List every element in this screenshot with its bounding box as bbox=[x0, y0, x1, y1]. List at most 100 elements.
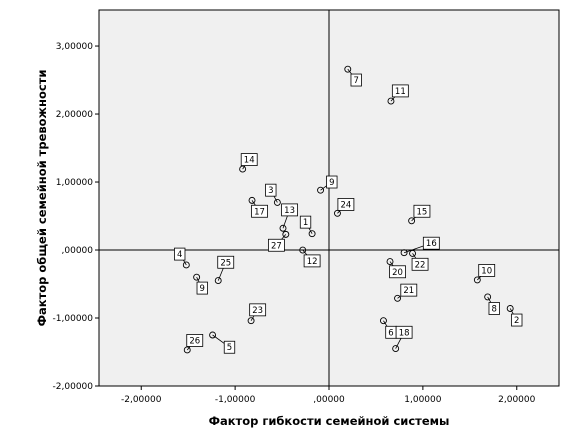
data-point-group: 13 bbox=[279, 203, 298, 232]
point-label: 18 bbox=[399, 328, 410, 338]
data-point-marker bbox=[506, 305, 514, 312]
point-label: 16 bbox=[426, 239, 437, 249]
point-label-box bbox=[268, 238, 285, 252]
point-leader-line bbox=[477, 276, 482, 281]
point-label-box bbox=[395, 325, 413, 339]
data-point-marker bbox=[484, 293, 492, 301]
data-point-group: 2 bbox=[506, 305, 523, 327]
data-point-marker bbox=[247, 317, 255, 325]
point-label: 26 bbox=[189, 336, 200, 346]
point-label: 27 bbox=[271, 241, 282, 251]
data-point-group: 9 bbox=[317, 175, 338, 194]
data-point-marker bbox=[473, 276, 481, 284]
data-point-group: 5 bbox=[209, 331, 236, 354]
data-point-marker bbox=[248, 196, 256, 204]
data-point-group: 7 bbox=[344, 65, 362, 87]
point-leader-line bbox=[212, 334, 225, 344]
point-label-box bbox=[303, 254, 321, 268]
point-leader-line bbox=[217, 268, 224, 281]
data-point-marker bbox=[239, 165, 247, 173]
point-label-box bbox=[391, 84, 409, 98]
data-point-marker bbox=[400, 249, 408, 257]
data-point-group: 4 bbox=[174, 247, 190, 269]
data-point-marker bbox=[308, 230, 316, 238]
point-leader-line bbox=[395, 338, 402, 349]
point-leader-line bbox=[273, 195, 278, 203]
data-point-group: 24 bbox=[333, 198, 355, 217]
point-label: 2 bbox=[514, 316, 519, 326]
point-label-box bbox=[223, 340, 236, 354]
point-label-box bbox=[350, 73, 362, 87]
data-point-marker bbox=[182, 261, 190, 269]
point-label: 6 bbox=[388, 328, 393, 338]
point-label-box bbox=[174, 247, 186, 261]
point-label: 1 bbox=[303, 218, 308, 228]
point-leader-line bbox=[320, 185, 327, 191]
point-leader-line bbox=[282, 215, 288, 229]
data-point-group: 1 bbox=[299, 215, 316, 238]
point-label: 5 bbox=[227, 343, 232, 353]
data-point-marker bbox=[183, 346, 191, 354]
data-point-group: 27 bbox=[268, 230, 290, 252]
point-label-box bbox=[413, 204, 431, 218]
point-label: 21 bbox=[403, 286, 414, 296]
y-tick-label: -1,00000 bbox=[53, 314, 94, 324]
data-point-group: 9 bbox=[193, 273, 208, 295]
y-tick-label: 2,00000 bbox=[56, 110, 93, 120]
data-point-group: 11 bbox=[387, 84, 409, 105]
point-label-box bbox=[240, 153, 258, 166]
data-point-marker bbox=[379, 317, 387, 325]
data-point-group: 22 bbox=[409, 249, 429, 271]
point-label: 15 bbox=[417, 207, 428, 217]
x-axis-ticks: -2,00000 -1,00000 ,00000 1,00000 2,00000 bbox=[121, 386, 536, 405]
data-point-marker bbox=[209, 331, 217, 339]
data-points: 1234567899101112131415161718202122232425… bbox=[174, 65, 523, 354]
data-point-group: 23 bbox=[247, 303, 267, 325]
data-point-group: 17 bbox=[248, 196, 268, 218]
data-point-group: 3 bbox=[265, 183, 281, 206]
data-point-group: 10 bbox=[473, 264, 496, 284]
data-point-marker bbox=[282, 230, 290, 238]
point-label: 25 bbox=[220, 258, 231, 268]
data-point-group: 21 bbox=[394, 283, 418, 302]
point-label: 22 bbox=[415, 260, 426, 270]
data-point-group: 14 bbox=[239, 153, 258, 173]
point-leader-line bbox=[242, 165, 246, 170]
point-label: 20 bbox=[392, 268, 403, 278]
point-label: 12 bbox=[307, 257, 318, 267]
data-point-group: 12 bbox=[299, 246, 321, 268]
point-label-box bbox=[196, 281, 208, 295]
point-label: 9 bbox=[200, 284, 205, 294]
point-label-box bbox=[411, 257, 429, 271]
y-axis-title: Фактор общей семейной тревожности bbox=[35, 70, 49, 327]
y-tick-label: -2,00000 bbox=[53, 382, 94, 392]
x-tick-label: -1,00000 bbox=[215, 395, 256, 405]
point-label: 11 bbox=[395, 87, 406, 97]
point-label-box bbox=[249, 303, 267, 317]
point-label-box bbox=[299, 215, 312, 229]
point-label: 8 bbox=[492, 304, 497, 314]
x-tick-label: ,00000 bbox=[313, 395, 345, 405]
data-point-marker bbox=[394, 294, 401, 302]
point-label: 24 bbox=[340, 200, 351, 210]
point-label: 3 bbox=[268, 186, 273, 196]
point-label: 23 bbox=[252, 306, 263, 316]
data-point-marker bbox=[279, 224, 287, 232]
data-point-marker bbox=[333, 209, 341, 217]
point-label: 9 bbox=[329, 178, 334, 188]
point-label-box bbox=[217, 255, 235, 269]
data-point-marker bbox=[214, 277, 222, 285]
data-point-marker bbox=[317, 186, 325, 194]
point-leader-line bbox=[411, 216, 416, 222]
data-point-marker bbox=[273, 198, 281, 206]
point-label: 4 bbox=[177, 250, 182, 260]
x-tick-label: 1,00000 bbox=[404, 395, 441, 405]
point-label: 14 bbox=[244, 156, 255, 166]
point-leader-line bbox=[186, 346, 191, 351]
point-label: 10 bbox=[481, 266, 492, 276]
data-point-marker bbox=[193, 273, 201, 281]
point-label-box bbox=[478, 264, 496, 277]
data-point-marker bbox=[387, 97, 395, 105]
point-label-box bbox=[265, 183, 277, 197]
y-tick-label: ,00000 bbox=[62, 246, 94, 256]
